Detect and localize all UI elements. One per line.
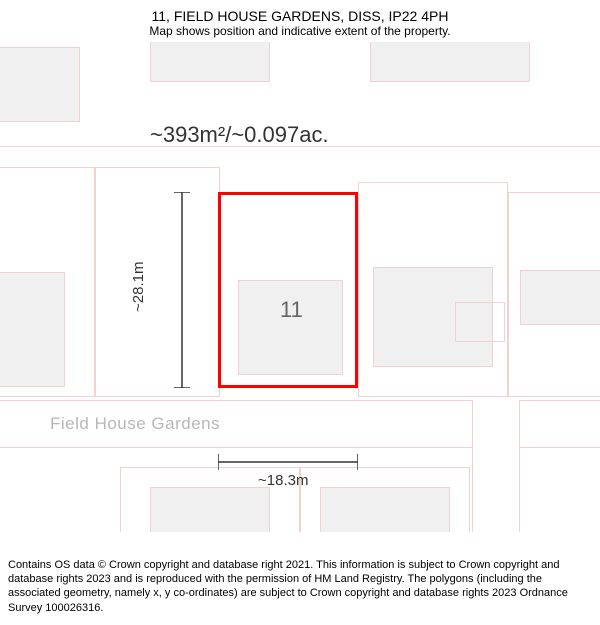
parcel-outline: [95, 167, 220, 397]
dim-depth-line: [172, 192, 192, 388]
header: 11, FIELD HOUSE GARDENS, DISS, IP22 4PH …: [0, 0, 600, 42]
property-highlight: [218, 192, 358, 388]
parcel-outline: [455, 302, 505, 342]
dim-depth-label: ~28.1m: [130, 262, 147, 312]
page-title: 11, FIELD HOUSE GARDENS, DISS, IP22 4PH: [0, 8, 600, 24]
road-side: [472, 400, 520, 532]
page-subtitle: Map shows position and indicative extent…: [0, 24, 600, 38]
area-label: ~393m²/~0.097ac.: [150, 122, 329, 148]
parcel-outline: [300, 467, 470, 532]
parcel-outline: [358, 182, 508, 397]
parcel-outline: [508, 192, 600, 397]
parcel-outline: [0, 167, 95, 397]
street-label: Field House Gardens: [50, 414, 220, 434]
house-number: 11: [280, 297, 303, 323]
footer-copyright: Contains OS data © Crown copyright and d…: [0, 552, 600, 625]
dim-width-line: [218, 452, 358, 472]
dim-width-label: ~18.3m: [258, 472, 308, 489]
map-canvas: ~393m²/~0.097ac. 11 Field House Gardens …: [0, 42, 600, 532]
